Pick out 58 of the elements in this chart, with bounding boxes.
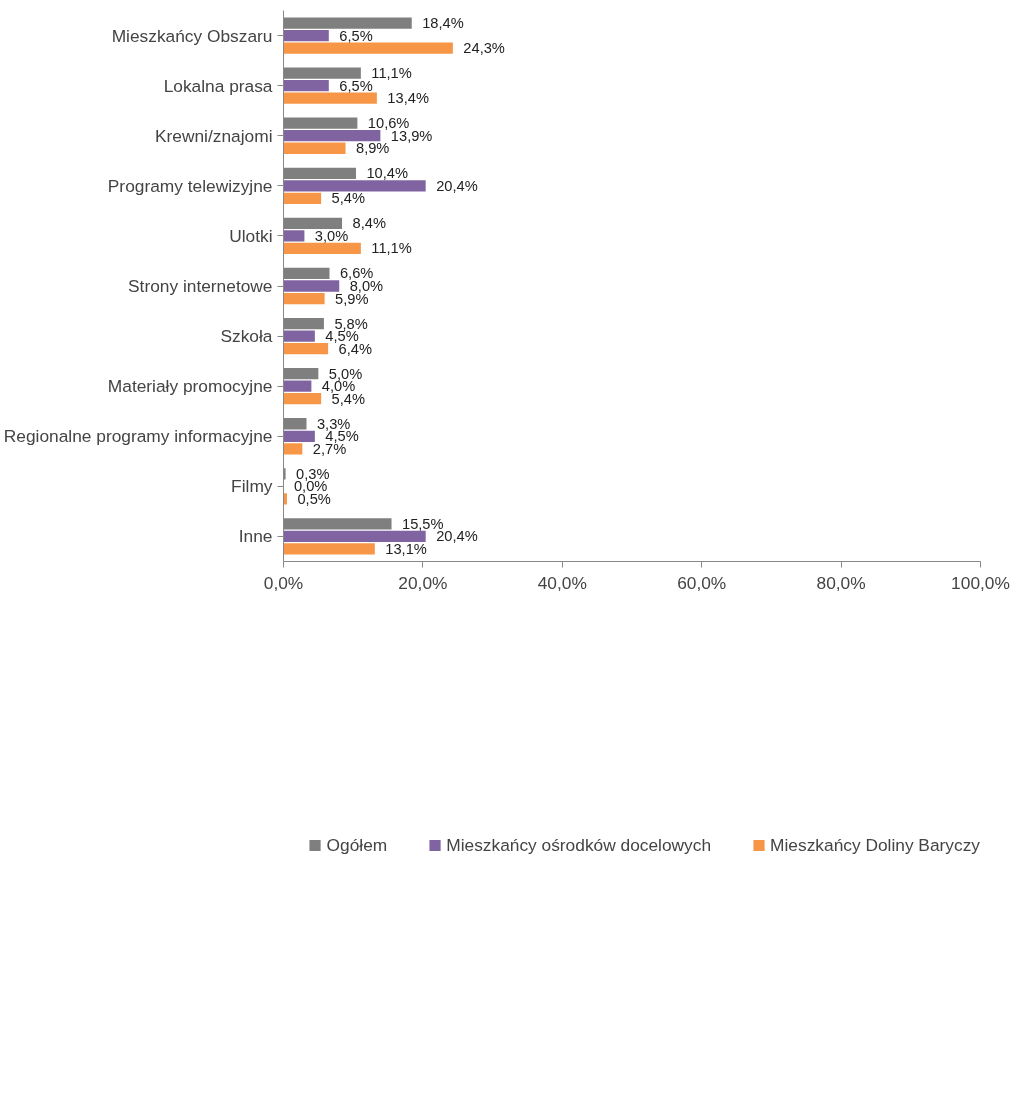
bar xyxy=(283,342,329,355)
x-tick-label: 80,0% xyxy=(816,572,866,593)
data-label: 5,4% xyxy=(331,190,365,207)
data-label: 3,3% xyxy=(316,415,351,432)
y-tick-label: Szkoła xyxy=(220,326,273,347)
bar xyxy=(283,430,315,442)
bar xyxy=(283,180,426,192)
data-label: 3,0% xyxy=(314,227,349,244)
data-label: 8,9% xyxy=(355,140,390,157)
bar xyxy=(283,543,375,555)
y-tick-label: Materiały promocyjne xyxy=(107,376,273,397)
y-tick-label: Programy telewizyjne xyxy=(107,175,273,196)
legend-label: Mieszkańcy Doliny Baryczy xyxy=(770,834,980,856)
data-label: 6,5% xyxy=(339,77,373,94)
y-tick-label: Inne xyxy=(238,526,273,547)
bar xyxy=(283,92,377,104)
bar xyxy=(283,493,287,505)
bar xyxy=(283,29,329,42)
bar xyxy=(283,142,346,154)
data-label: 24,3% xyxy=(463,40,505,57)
bar xyxy=(283,80,329,92)
bar xyxy=(283,192,322,204)
y-tick-label: Regionalne programy informacyjne xyxy=(3,426,273,447)
bar xyxy=(283,230,305,242)
x-tick-label: 100,0% xyxy=(951,572,1010,593)
y-tick-label: Lokalna prasa xyxy=(163,75,273,96)
bar xyxy=(283,393,322,405)
bar xyxy=(283,130,381,142)
bar xyxy=(283,443,303,455)
data-label: 11,1% xyxy=(371,240,412,257)
bar xyxy=(283,280,340,292)
legend-label: Ogółem xyxy=(326,834,388,856)
legend-label: Mieszkańcy ośrodków docelowych xyxy=(446,834,712,856)
bar xyxy=(283,292,325,305)
x-tick-label: 60,0% xyxy=(677,572,727,593)
x-tick-label: 20,0% xyxy=(398,572,448,593)
y-tick-label: Filmy xyxy=(231,476,273,497)
data-label: 8,4% xyxy=(352,215,386,232)
data-label: 18,4% xyxy=(422,15,464,32)
data-label: 6,4% xyxy=(338,340,372,357)
y-tick-label: Ulotki xyxy=(229,225,273,246)
y-tick-label: Strony internetowe xyxy=(128,276,273,296)
data-label: 13,1% xyxy=(385,540,427,557)
y-tick-label: Mieszkańcy Obszaru xyxy=(111,25,273,46)
data-label: 20,4% xyxy=(436,177,478,194)
y-tick-label: Krewni/znajomi xyxy=(155,125,273,146)
bar xyxy=(283,242,361,255)
data-label: 6,6% xyxy=(339,265,374,282)
x-tick-label: 0,0% xyxy=(263,572,304,593)
data-label: 13,4% xyxy=(387,90,429,107)
bar xyxy=(283,530,426,543)
data-label: 10,4% xyxy=(366,165,409,182)
x-tick-label: 40,0% xyxy=(537,572,587,593)
bar xyxy=(283,42,453,54)
bar xyxy=(283,380,312,392)
data-label: 6,5% xyxy=(339,27,373,44)
data-label: 11,1% xyxy=(371,65,412,82)
bar xyxy=(283,330,315,342)
